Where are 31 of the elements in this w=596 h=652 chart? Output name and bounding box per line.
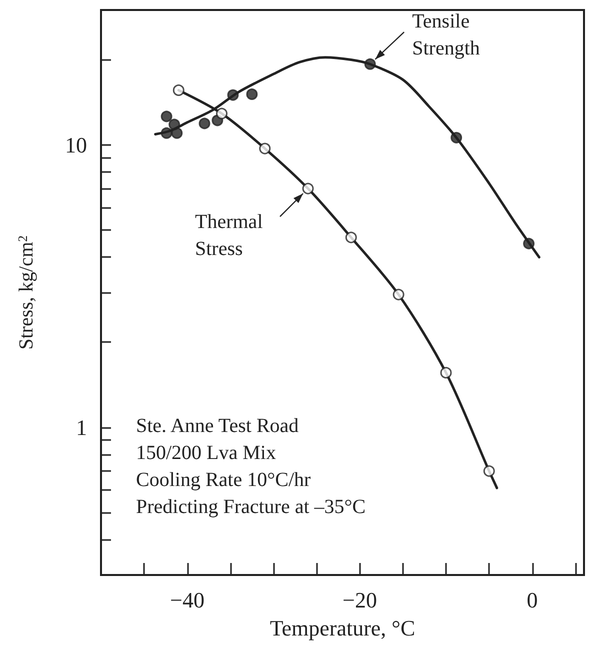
- y-tick-label: 10: [65, 132, 87, 158]
- annotation: Cooling Rate 10°C/hr: [136, 469, 311, 491]
- point: [364, 58, 376, 70]
- x-axis-title: Temperature, °C: [270, 616, 416, 640]
- point: [483, 465, 495, 477]
- point: [450, 132, 462, 144]
- point: [172, 84, 184, 96]
- point: [302, 182, 314, 194]
- point: [168, 118, 180, 130]
- annotation: Thermal Stress: [195, 211, 264, 260]
- annotation: Tensile Strength: [412, 10, 480, 60]
- y-tick-label: 1: [76, 414, 87, 440]
- point: [440, 366, 452, 378]
- point: [227, 89, 239, 101]
- x-tick-label: 0: [526, 588, 538, 612]
- point: [345, 232, 357, 244]
- point: [246, 88, 258, 100]
- point: [392, 288, 404, 300]
- annotation: Predicting Fracture at –35°C: [136, 496, 366, 518]
- point: [160, 127, 172, 139]
- point: [198, 118, 210, 130]
- x-tick-label: −20: [342, 588, 377, 612]
- annotation: Ste. Anne Test Road: [136, 415, 299, 437]
- point: [216, 108, 228, 120]
- point: [171, 127, 183, 139]
- annotation: 150/200 Lva Mix: [136, 442, 276, 464]
- x-tick-label: −40: [170, 588, 204, 612]
- y-axis-title: Stress, kg/cm2: [15, 235, 38, 350]
- point: [259, 142, 271, 154]
- point: [160, 110, 172, 122]
- point: [523, 238, 535, 250]
